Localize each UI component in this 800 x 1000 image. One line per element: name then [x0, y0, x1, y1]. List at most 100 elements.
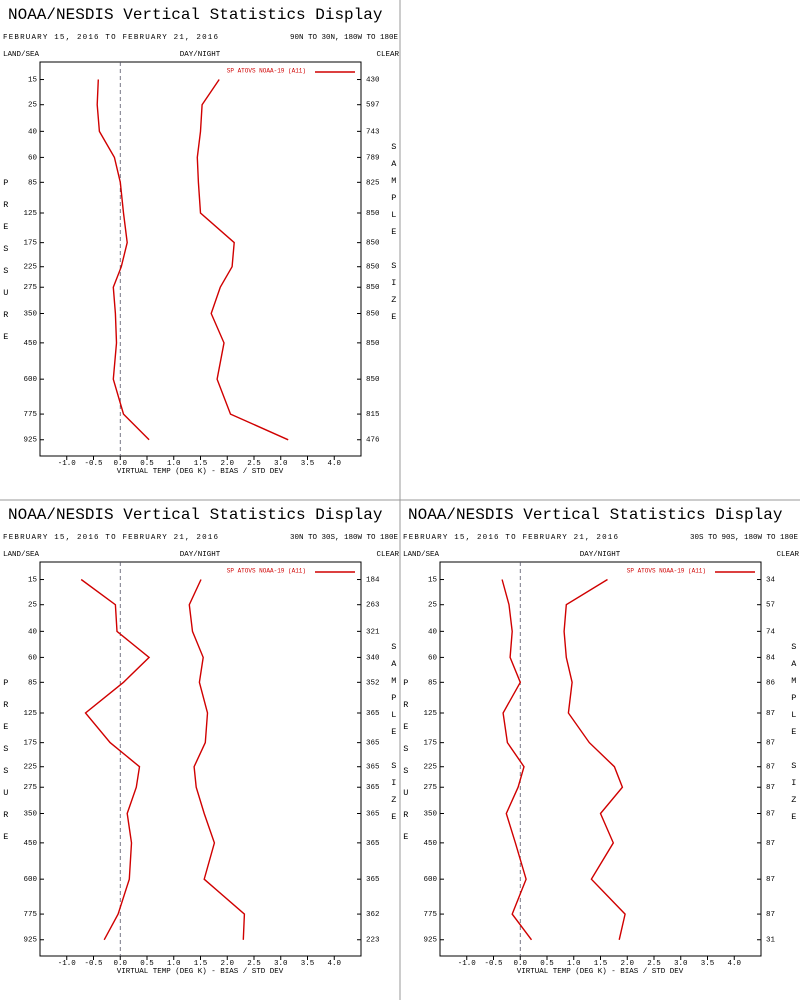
y2-axis-label: SAMPLE SIZE — [789, 642, 799, 829]
sample-size-label: 365 — [366, 710, 380, 718]
sample-size-label: 31 — [766, 937, 776, 945]
x-tick-label: -0.5 — [84, 960, 103, 968]
header-left: LAND/SEA — [3, 51, 40, 59]
plot-frame — [439, 561, 762, 957]
sample-size-label: 365 — [366, 810, 380, 818]
x-tick-label: 0.0 — [113, 460, 127, 468]
chart-panel: NOAA/NESDIS Vertical Statistics Display F… — [1, 6, 400, 476]
y-tick-label: 15 — [28, 77, 38, 85]
x-tick-label: 3.0 — [274, 460, 288, 468]
sample-size-label: 789 — [366, 154, 380, 162]
x-tick-label: 3.5 — [701, 960, 715, 968]
sample-size-label: 87 — [766, 784, 775, 792]
y-tick-label: 15 — [28, 577, 38, 585]
y-tick-label: 175 — [423, 740, 437, 748]
x-tick-label: 2.5 — [247, 460, 261, 468]
x-tick-label: 3.5 — [301, 960, 315, 968]
y-tick-label: 125 — [423, 710, 437, 718]
x-axis-label: VIRTUAL TEMP (DEG K) - BIAS / STD DEV — [117, 968, 284, 976]
header-left: LAND/SEA — [3, 551, 40, 559]
sample-size-label: 184 — [366, 577, 380, 585]
x-tick-label: 2.0 — [220, 960, 234, 968]
x-tick-label: 0.0 — [513, 960, 527, 968]
sample-size-label: 87 — [766, 764, 775, 772]
sample-size-label: 365 — [366, 840, 380, 848]
sample-size-label: 850 — [366, 210, 380, 218]
x-tick-label: 2.5 — [247, 960, 261, 968]
y-tick-label: 40 — [28, 628, 38, 636]
sample-size-label: 87 — [766, 840, 775, 848]
x-axis-label: VIRTUAL TEMP (DEG K) - BIAS / STD DEV — [517, 968, 684, 976]
y-tick-label: 600 — [23, 376, 37, 384]
y-tick-label: 600 — [423, 876, 437, 884]
y-tick-label: 15 — [428, 577, 438, 585]
header-right: CLEAR — [376, 551, 399, 559]
y-tick-label: 450 — [23, 840, 37, 848]
sample-size-label: 87 — [766, 876, 775, 884]
plot-frame — [39, 561, 362, 957]
header-center: DAY/NIGHT — [580, 551, 621, 559]
sample-size-label: 825 — [366, 179, 380, 187]
y-tick-label: 60 — [28, 154, 38, 162]
y-tick-label: 25 — [428, 602, 438, 610]
sample-size-label: 87 — [766, 810, 775, 818]
x-tick-label: 0.5 — [540, 960, 554, 968]
sample-size-label: 86 — [766, 679, 776, 687]
region: 90N TO 30N, 180W TO 180E — [290, 34, 399, 42]
std-dev-line — [188, 579, 246, 940]
x-tick-label: 2.0 — [220, 460, 234, 468]
x-tick-label: 3.0 — [274, 960, 288, 968]
y-tick-label: 350 — [23, 810, 37, 818]
sample-size-label: 743 — [366, 128, 380, 136]
sample-size-label: 87 — [766, 710, 775, 718]
sample-size-label: 365 — [366, 740, 380, 748]
sample-size-label: 57 — [766, 602, 775, 610]
bias-line — [96, 79, 150, 441]
sample-size-label: 850 — [366, 240, 380, 248]
y-tick-label: 275 — [23, 284, 37, 292]
chart-title: NOAA/NESDIS Vertical Statistics Display — [8, 6, 383, 24]
std-dev-line — [196, 79, 289, 441]
y-tick-label: 450 — [423, 840, 437, 848]
sample-size-label: 365 — [366, 876, 380, 884]
y-axis-label: PRESSURE — [1, 178, 11, 354]
sample-size-label: 430 — [366, 77, 380, 85]
sample-size-label: 365 — [366, 784, 380, 792]
y-tick-label: 40 — [28, 128, 38, 136]
y-tick-label: 85 — [28, 179, 38, 187]
x-tick-label: 0.5 — [140, 960, 154, 968]
sample-size-label: 74 — [766, 628, 776, 636]
sample-size-label: 321 — [366, 628, 380, 636]
x-tick-label: 3.0 — [674, 960, 688, 968]
date-range: FEBRUARY 15, 2016 TO FEBRUARY 21, 2016 — [3, 534, 218, 542]
date-range: FEBRUARY 15, 2016 TO FEBRUARY 21, 2016 — [3, 34, 218, 42]
y-tick-label: 775 — [423, 911, 437, 919]
y-tick-label: 925 — [23, 437, 37, 445]
x-tick-label: 4.0 — [727, 960, 741, 968]
sample-size-label: 84 — [766, 654, 776, 662]
chart-title: NOAA/NESDIS Vertical Statistics Display — [408, 506, 783, 524]
x-axis-label: VIRTUAL TEMP (DEG K) - BIAS / STD DEV — [117, 468, 284, 476]
legend-label: SP ATOVS NOAA-19 (A11) — [627, 568, 706, 575]
x-tick-label: 1.5 — [194, 460, 208, 468]
y-tick-label: 225 — [423, 764, 437, 772]
sample-size-label: 362 — [366, 911, 380, 919]
legend-label: SP ATOVS NOAA-19 (A11) — [227, 568, 306, 575]
x-tick-label: -0.5 — [484, 960, 503, 968]
y-tick-label: 925 — [23, 937, 37, 945]
header-center: DAY/NIGHT — [180, 551, 221, 559]
x-tick-label: -0.5 — [84, 460, 103, 468]
region: 30N TO 30S, 180W TO 180E — [290, 534, 399, 542]
y-tick-label: 925 — [423, 937, 437, 945]
y2-axis-label: SAMPLE SIZE — [389, 642, 399, 829]
sample-size-label: 223 — [366, 937, 380, 945]
sample-size-label: 87 — [766, 740, 775, 748]
y2-axis-label: SAMPLE SIZE — [389, 142, 399, 329]
chart-title: NOAA/NESDIS Vertical Statistics Display — [8, 506, 383, 524]
chart-panel: NOAA/NESDIS Vertical Statistics Display F… — [1, 506, 400, 976]
date-range: FEBRUARY 15, 2016 TO FEBRUARY 21, 2016 — [403, 534, 618, 542]
y-tick-label: 450 — [23, 340, 37, 348]
x-tick-label: 1.0 — [167, 460, 181, 468]
x-tick-label: 0.0 — [113, 960, 127, 968]
